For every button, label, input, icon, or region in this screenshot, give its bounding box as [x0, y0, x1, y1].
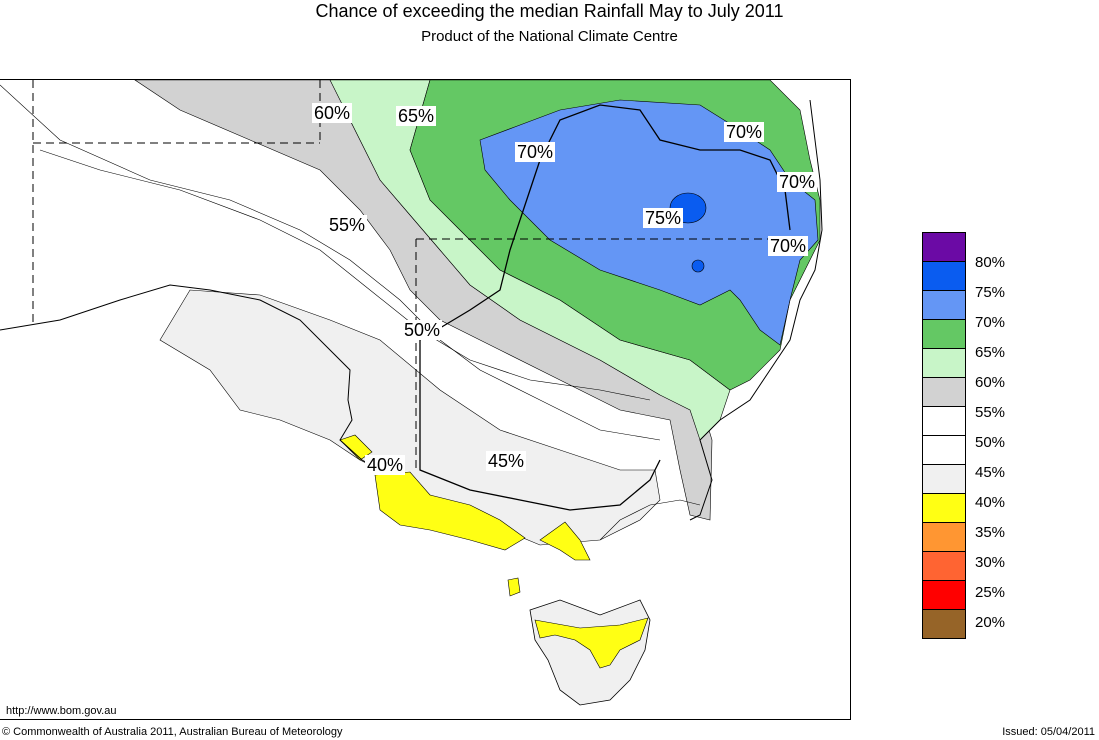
legend-swatch: [922, 290, 966, 320]
issued-date: Issued: 05/04/2011: [1002, 726, 1095, 738]
legend-swatch: [922, 348, 966, 378]
legend-label: 60%: [975, 374, 1006, 391]
legend-swatch: [922, 232, 966, 262]
contour-label: 55%: [327, 215, 368, 235]
contour-label: 40%: [365, 455, 406, 475]
legend-label: 45%: [975, 464, 1006, 481]
contour-50: [39, 149, 651, 401]
island: [507, 577, 521, 597]
source-url: http://www.bom.gov.au: [6, 705, 117, 717]
legend-swatch: [922, 522, 966, 552]
legend-swatch: [922, 551, 966, 581]
legend-label: 25%: [975, 584, 1006, 601]
contour-45-inner: [599, 499, 701, 541]
zone-75-plus-small: [691, 259, 705, 273]
legend-swatch: [922, 319, 966, 349]
copyright-text: © Commonwealth of Australia 2011, Austra…: [2, 726, 343, 738]
legend-label: 20%: [975, 614, 1006, 631]
legend-label: 80%: [975, 254, 1006, 271]
legend-swatch: [922, 580, 966, 610]
zone-40-45: [159, 289, 661, 546]
coastline-east: [689, 99, 823, 521]
contour-label: 70%: [515, 142, 556, 162]
map-title: Chance of exceeding the median Rainfall …: [315, 1, 784, 21]
zone-35-40-c: [539, 521, 591, 561]
legend-label: 55%: [975, 404, 1006, 421]
legend-color-bar: [922, 232, 966, 639]
state-border-nsw-vic: [419, 219, 661, 511]
tasmania-yellow: [534, 617, 649, 669]
legend-swatch: [922, 261, 966, 291]
legend-swatch: [922, 377, 966, 407]
legend-swatch: [922, 464, 966, 494]
legend-label: 65%: [975, 344, 1006, 361]
contour-label: 70%: [777, 172, 818, 192]
legend-label: 30%: [975, 554, 1006, 571]
coastline-south: [0, 284, 381, 471]
legend-panel: [850, 79, 1098, 720]
legend-swatch: [922, 435, 966, 465]
map-subtitle: Product of the National Climate Centre: [421, 28, 678, 45]
legend-label: 40%: [975, 494, 1006, 511]
contour-label: 45%: [486, 451, 527, 471]
zone-35-40-b: [339, 434, 373, 461]
legend-label: 35%: [975, 524, 1006, 541]
contour-label: 70%: [768, 236, 809, 256]
tasmania: [529, 599, 651, 706]
zone-35-40: [374, 471, 526, 551]
contour-label: 70%: [724, 122, 765, 142]
legend-label: 70%: [975, 314, 1006, 331]
contour-label: 75%: [643, 208, 684, 228]
contour-label: 60%: [312, 103, 353, 123]
legend-label: 75%: [975, 284, 1006, 301]
contour-label: 65%: [396, 106, 437, 126]
state-border-qld-nsw: [519, 104, 791, 231]
contour-55: [0, 84, 661, 441]
rainfall-map: [0, 79, 823, 706]
legend-swatch: [922, 493, 966, 523]
dashed-boundary-2: [415, 238, 770, 470]
legend-swatch: [922, 609, 966, 639]
legend-swatch: [922, 406, 966, 436]
legend-label: 50%: [975, 434, 1006, 451]
contour-label: 50%: [402, 320, 443, 340]
